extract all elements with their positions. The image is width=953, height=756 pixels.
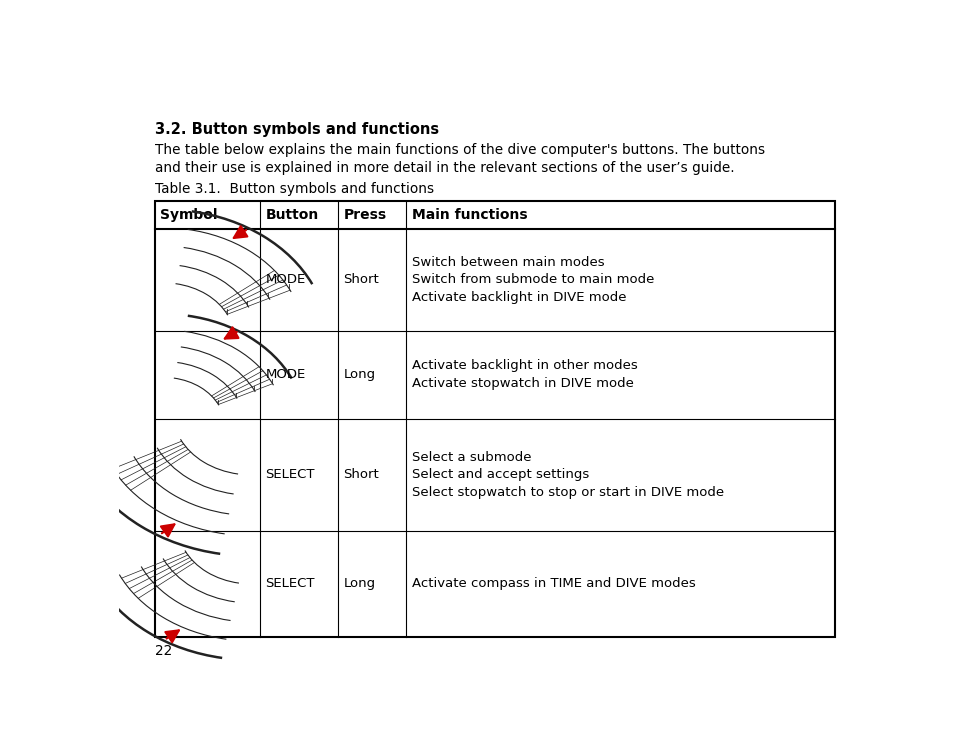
Text: and their use is explained in more detail in the relevant sections of the user’s: and their use is explained in more detai… xyxy=(154,160,734,175)
Text: Press: Press xyxy=(343,208,386,222)
Text: Symbol: Symbol xyxy=(160,208,217,222)
Text: SELECT: SELECT xyxy=(265,578,314,590)
Text: Switch from submode to main mode: Switch from submode to main mode xyxy=(411,273,653,287)
Text: Long: Long xyxy=(343,578,375,590)
Text: Table 3.1.  Button symbols and functions: Table 3.1. Button symbols and functions xyxy=(154,182,434,196)
Text: Select a submode: Select a submode xyxy=(411,451,531,464)
Text: Activate backlight in DIVE mode: Activate backlight in DIVE mode xyxy=(411,291,625,304)
Text: Select stopwatch to stop or start in DIVE mode: Select stopwatch to stop or start in DIV… xyxy=(411,486,723,499)
Text: Activate compass in TIME and DIVE modes: Activate compass in TIME and DIVE modes xyxy=(411,578,695,590)
Text: Activate backlight in other modes: Activate backlight in other modes xyxy=(411,360,637,373)
Text: 3.2. Button symbols and functions: 3.2. Button symbols and functions xyxy=(154,122,438,137)
Text: Select and accept settings: Select and accept settings xyxy=(411,469,588,482)
Text: MODE: MODE xyxy=(265,368,305,381)
Text: MODE: MODE xyxy=(265,273,305,287)
Text: Short: Short xyxy=(343,469,379,482)
Text: The table below explains the main functions of the dive computer's buttons. The : The table below explains the main functi… xyxy=(154,143,764,157)
Bar xyxy=(154,201,834,637)
Text: Main functions: Main functions xyxy=(411,208,527,222)
Text: Long: Long xyxy=(343,368,375,381)
Text: 22: 22 xyxy=(154,644,172,658)
Text: Activate stopwatch in DIVE mode: Activate stopwatch in DIVE mode xyxy=(411,377,633,390)
Text: SELECT: SELECT xyxy=(265,469,314,482)
Text: Button: Button xyxy=(265,208,318,222)
Text: Switch between main modes: Switch between main modes xyxy=(411,256,603,269)
Text: Short: Short xyxy=(343,273,379,287)
